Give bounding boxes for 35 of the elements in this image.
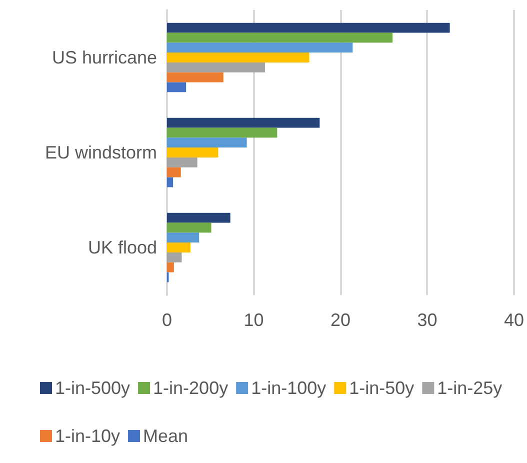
- bar: [167, 262, 174, 272]
- y-tick-label: EU windstorm: [44, 142, 157, 162]
- y-tick-label: US hurricane: [52, 48, 157, 68]
- bar: [167, 212, 230, 223]
- y-tick-label: UK flood: [88, 238, 157, 258]
- legend-label: 1-in-50y: [349, 378, 414, 398]
- bar: [167, 232, 200, 243]
- x-tick-label: 0: [162, 310, 172, 330]
- bar: [167, 62, 266, 72]
- bar: [167, 118, 320, 128]
- bar: [167, 157, 198, 168]
- bar: [167, 22, 450, 33]
- bar: [167, 177, 174, 188]
- bar: [167, 148, 218, 158]
- bar: [167, 128, 278, 138]
- bar: [167, 32, 393, 43]
- bar: [167, 52, 310, 62]
- bar: [167, 167, 181, 178]
- x-tick-label: 10: [244, 310, 264, 330]
- bar: [167, 82, 186, 92]
- legend-label: 1-in-100y: [251, 378, 326, 398]
- legend-label: 1-in-25y: [437, 378, 502, 398]
- bar: [167, 42, 353, 53]
- legend-label: 1-in-200y: [153, 378, 228, 398]
- bar: [167, 138, 247, 148]
- bar: [167, 222, 212, 233]
- legend-label: Mean: [143, 426, 188, 446]
- x-tick-label: 20: [330, 310, 351, 330]
- bar: [167, 242, 190, 252]
- bar: [167, 252, 182, 262]
- legend-label: 1-in-500y: [55, 378, 130, 398]
- x-tick-label: 30: [417, 310, 438, 330]
- legend-label: 1-in-10y: [55, 426, 120, 446]
- x-tick-label: 40: [504, 310, 524, 330]
- bar: [167, 72, 224, 82]
